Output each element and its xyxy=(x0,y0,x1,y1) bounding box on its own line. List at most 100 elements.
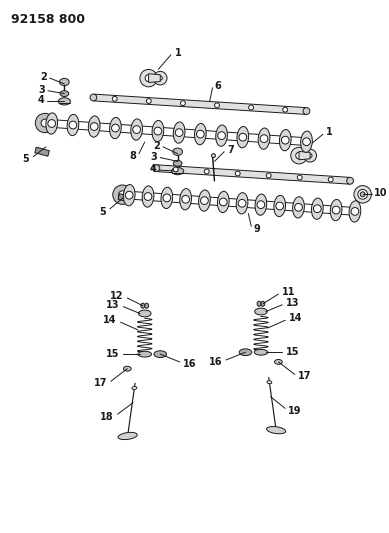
Text: 14: 14 xyxy=(103,315,117,325)
Text: 19: 19 xyxy=(288,406,301,416)
Ellipse shape xyxy=(112,124,119,132)
Ellipse shape xyxy=(133,126,140,133)
Text: 1: 1 xyxy=(175,48,182,58)
Ellipse shape xyxy=(216,125,228,146)
Text: 14: 14 xyxy=(289,313,303,324)
Ellipse shape xyxy=(118,432,137,440)
Ellipse shape xyxy=(142,186,154,207)
Ellipse shape xyxy=(90,123,98,131)
Ellipse shape xyxy=(308,154,312,158)
Ellipse shape xyxy=(360,192,365,197)
Text: 6: 6 xyxy=(214,81,221,91)
Text: 7: 7 xyxy=(227,145,234,155)
Ellipse shape xyxy=(173,122,185,143)
Ellipse shape xyxy=(301,131,312,152)
Ellipse shape xyxy=(254,349,268,355)
Ellipse shape xyxy=(303,138,310,146)
Ellipse shape xyxy=(274,196,286,216)
Ellipse shape xyxy=(154,351,166,358)
Ellipse shape xyxy=(131,119,142,140)
Ellipse shape xyxy=(110,117,121,139)
Ellipse shape xyxy=(354,185,371,203)
Ellipse shape xyxy=(332,206,340,214)
Ellipse shape xyxy=(297,175,302,180)
Ellipse shape xyxy=(145,75,152,82)
Text: 3: 3 xyxy=(38,85,45,95)
Ellipse shape xyxy=(260,135,268,142)
Ellipse shape xyxy=(296,152,302,159)
Text: 12: 12 xyxy=(110,291,123,301)
Ellipse shape xyxy=(255,308,267,315)
Ellipse shape xyxy=(90,94,97,101)
Ellipse shape xyxy=(267,381,272,384)
Ellipse shape xyxy=(138,351,152,357)
Ellipse shape xyxy=(67,115,79,135)
Ellipse shape xyxy=(349,201,361,222)
Text: 16: 16 xyxy=(182,359,196,369)
Text: 15: 15 xyxy=(106,349,119,359)
Ellipse shape xyxy=(236,192,248,214)
Ellipse shape xyxy=(257,201,265,208)
Ellipse shape xyxy=(204,169,209,174)
Ellipse shape xyxy=(238,199,246,207)
Text: 2: 2 xyxy=(154,141,160,151)
Ellipse shape xyxy=(304,149,317,162)
Ellipse shape xyxy=(217,191,229,213)
Text: 1: 1 xyxy=(326,127,333,138)
Ellipse shape xyxy=(123,366,131,371)
Ellipse shape xyxy=(113,185,132,204)
Polygon shape xyxy=(35,147,49,156)
Text: 18: 18 xyxy=(100,412,114,422)
Polygon shape xyxy=(156,165,350,184)
Text: 2: 2 xyxy=(40,72,47,82)
Ellipse shape xyxy=(58,98,70,105)
Ellipse shape xyxy=(141,303,145,308)
Ellipse shape xyxy=(281,136,289,144)
Ellipse shape xyxy=(239,349,252,356)
Ellipse shape xyxy=(152,120,164,142)
Text: 4: 4 xyxy=(150,164,156,174)
Ellipse shape xyxy=(258,128,270,149)
Ellipse shape xyxy=(163,194,171,202)
Ellipse shape xyxy=(328,177,333,182)
Ellipse shape xyxy=(180,189,191,210)
Ellipse shape xyxy=(257,301,261,306)
Ellipse shape xyxy=(145,303,149,308)
Ellipse shape xyxy=(173,148,182,155)
Ellipse shape xyxy=(154,127,162,135)
Ellipse shape xyxy=(112,96,117,101)
Ellipse shape xyxy=(261,301,265,306)
Ellipse shape xyxy=(239,133,247,141)
Ellipse shape xyxy=(69,121,77,129)
Ellipse shape xyxy=(196,130,204,138)
Ellipse shape xyxy=(153,165,160,172)
Ellipse shape xyxy=(119,191,126,199)
Ellipse shape xyxy=(235,171,240,176)
Ellipse shape xyxy=(123,184,135,206)
Text: 9: 9 xyxy=(253,224,260,234)
Ellipse shape xyxy=(41,119,49,127)
Polygon shape xyxy=(93,94,307,115)
Ellipse shape xyxy=(161,187,173,208)
Ellipse shape xyxy=(173,160,182,166)
Ellipse shape xyxy=(46,113,58,134)
Ellipse shape xyxy=(347,177,354,184)
Ellipse shape xyxy=(219,198,227,206)
Text: 16: 16 xyxy=(209,357,222,367)
Ellipse shape xyxy=(138,310,151,317)
Ellipse shape xyxy=(125,191,133,199)
Ellipse shape xyxy=(294,204,302,211)
Ellipse shape xyxy=(146,99,151,103)
Ellipse shape xyxy=(303,108,310,115)
Ellipse shape xyxy=(60,91,69,96)
Text: 17: 17 xyxy=(93,378,107,388)
Ellipse shape xyxy=(314,205,321,213)
Ellipse shape xyxy=(132,386,137,390)
Ellipse shape xyxy=(249,105,254,110)
Text: 3: 3 xyxy=(151,151,157,161)
Ellipse shape xyxy=(88,116,100,137)
Ellipse shape xyxy=(60,78,69,86)
Ellipse shape xyxy=(266,173,271,178)
Ellipse shape xyxy=(153,71,167,85)
Text: 13: 13 xyxy=(106,300,119,310)
